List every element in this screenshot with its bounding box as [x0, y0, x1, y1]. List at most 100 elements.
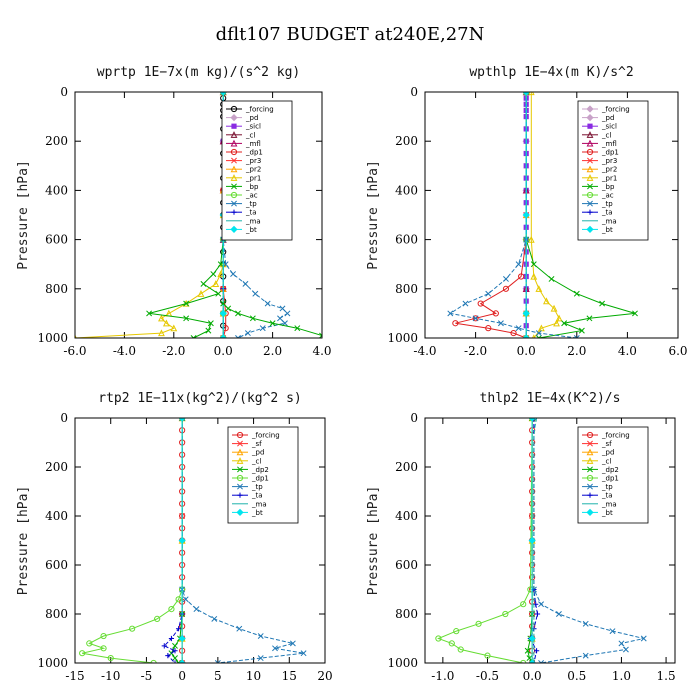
data-point — [172, 660, 178, 663]
data-point — [165, 653, 171, 659]
data-point — [170, 324, 178, 332]
data-point — [277, 315, 283, 322]
legend-marker — [236, 457, 244, 464]
legend-marker — [586, 148, 594, 156]
y-axis-label: Pressure [hPa] — [16, 486, 31, 596]
x-tick-label: -2.0 — [162, 344, 185, 358]
data-point — [162, 319, 170, 327]
legend-marker — [587, 492, 593, 498]
panel-title: wpthlp 1E−4x(m K)/s^2 — [469, 65, 633, 80]
legend-label: _sf — [601, 440, 612, 448]
legend-marker — [586, 131, 594, 138]
data-point — [172, 655, 178, 662]
legend-marker — [587, 123, 593, 129]
y-tick-label: 800 — [395, 282, 418, 296]
legend-label: _dp1 — [601, 149, 619, 157]
panels: wprtp 1E−7x(m kg)/(s^2 kg) Pressure [hPa]… — [16, 65, 688, 683]
legend-marker — [230, 225, 238, 233]
legend-marker — [237, 492, 243, 498]
data-point — [175, 626, 182, 632]
data-point — [210, 271, 217, 277]
data-point — [279, 305, 286, 312]
data-point — [211, 615, 218, 622]
legend-label: _dp2 — [251, 466, 269, 474]
legend-label: _tp — [251, 483, 263, 491]
legend-label: _dp1 — [251, 475, 269, 483]
legend-marker — [237, 466, 243, 473]
data-point — [200, 280, 207, 287]
legend-label: _ma — [251, 500, 267, 508]
data-point — [178, 659, 186, 663]
data-point — [530, 261, 537, 268]
data-point — [522, 211, 530, 219]
legend-label: _pr1 — [601, 174, 617, 182]
data-point — [535, 285, 543, 292]
data-point — [100, 632, 107, 640]
panel-1: wprtp 1E−7x(m kg)/(s^2 kg) Pressure [hPa]… — [16, 65, 332, 358]
data-point — [528, 536, 536, 545]
data-point — [252, 290, 259, 297]
legend-label: _bp — [601, 183, 615, 191]
x-tick-label: 10 — [246, 669, 261, 683]
legend-marker — [587, 466, 593, 473]
data-point — [555, 611, 562, 617]
data-point — [534, 611, 541, 617]
legend-marker — [586, 114, 594, 122]
legend-label: _dp2 — [601, 466, 619, 474]
legend: _forcing_pd_sicl_cl_mfl_dp1_pr3_pr2_pr1_… — [577, 100, 649, 241]
x-tick-label: 0.0 — [214, 344, 233, 358]
data-point — [632, 310, 638, 317]
legend-marker — [587, 440, 593, 447]
data-point — [242, 280, 249, 287]
plot-frame — [74, 91, 323, 339]
legend-label: _pr3 — [601, 157, 617, 165]
data-point — [235, 310, 241, 317]
panel-2: wpthlp 1E−4x(m K)/s^2 Pressure [hPa] -4.0 -… — [366, 65, 688, 358]
data-point — [219, 92, 227, 96]
y-tick-label: 400 — [45, 509, 68, 523]
y-tick-label: 600 — [45, 558, 68, 572]
legend-marker — [586, 431, 594, 439]
legend-marker — [586, 105, 594, 113]
y-tick-label: 200 — [45, 460, 68, 474]
data-point — [535, 330, 542, 337]
data-point — [522, 92, 530, 96]
legend-label: _bt — [601, 226, 613, 234]
data-point — [548, 276, 555, 282]
legend-marker — [236, 474, 244, 482]
y-tick-label: 400 — [395, 509, 418, 523]
x-tick-label: 20 — [317, 669, 332, 683]
series-line-dp1 — [437, 418, 533, 663]
panel-3: rtp2 1E−11x(kg^2)/(kg^2 s) Pressure [hPa]… — [16, 391, 333, 683]
data-point — [578, 327, 585, 334]
y-tick-label: 0 — [60, 411, 68, 425]
data-point — [158, 314, 165, 322]
data-point — [484, 652, 491, 659]
legend-label: _pd — [601, 114, 614, 122]
series-line-bp — [148, 92, 224, 338]
data-point — [534, 648, 540, 654]
data-point — [158, 329, 165, 337]
x-tick-label: 0.0 — [523, 669, 542, 683]
legend: _forcing_sf_pd_cl_dp2_dp1_tp_ta_ma_bt — [577, 426, 649, 524]
legend-label: _dp1 — [601, 475, 619, 483]
y-tick-label: 1000 — [387, 656, 418, 670]
y-tick-label: 1000 — [37, 656, 68, 670]
data-point — [249, 315, 256, 322]
data-point — [599, 300, 606, 307]
x-tick-label: 0.5 — [567, 669, 586, 683]
x-tick-label: -15 — [65, 669, 84, 683]
legend-label: _ta — [601, 209, 613, 217]
data-point — [161, 643, 167, 649]
legend: _forcing_sf_pd_cl_dp2_dp1_tp_ta_ma_bt — [227, 426, 299, 524]
x-tick-label: 4.0 — [312, 344, 331, 358]
x-tick-label: 4.0 — [618, 344, 637, 358]
legend-label: _ta — [245, 209, 257, 217]
x-tick-label: 2.0 — [263, 344, 282, 358]
y-tick-label: 1000 — [387, 331, 418, 345]
y-tick-label: 800 — [45, 607, 68, 621]
legend-label: _pr3 — [245, 157, 261, 165]
data-point — [257, 655, 264, 662]
data-point — [183, 315, 190, 322]
legend-marker — [236, 431, 244, 439]
